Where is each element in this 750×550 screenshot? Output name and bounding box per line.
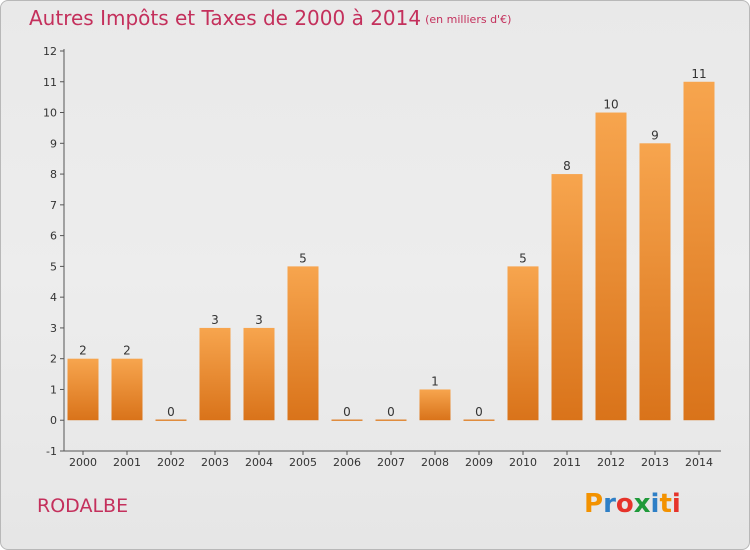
chart-subtitle: (en milliers d'€) [425, 13, 512, 26]
y-tick-label: 11 [43, 76, 57, 89]
bar [199, 327, 231, 421]
bar [463, 419, 495, 421]
bar-value-label: 0 [343, 405, 351, 419]
proxiti-logo: Proxiti [584, 489, 681, 519]
bar [111, 358, 143, 421]
y-tick-label: 4 [50, 291, 57, 304]
y-tick-label: 2 [50, 353, 57, 366]
bar-value-label: 0 [167, 405, 175, 419]
x-tick-label: 2008 [421, 456, 449, 469]
logo-letter: r [603, 489, 616, 519]
bar-value-label: 0 [475, 405, 483, 419]
y-tick-label: 8 [50, 168, 57, 181]
logo-letter: i [650, 489, 660, 519]
location-label: RODALBE [37, 495, 129, 517]
y-tick-label: 3 [50, 322, 57, 335]
logo-letter: P [584, 489, 604, 519]
bar-value-label: 8 [563, 159, 571, 173]
chart-title: Autres Impôts et Taxes de 2000 à 2014 (en… [29, 6, 511, 30]
y-tick-label: 6 [50, 230, 57, 243]
y-tick-label: 9 [50, 137, 57, 150]
x-tick-label: 2003 [201, 456, 229, 469]
x-tick-label: 2010 [509, 456, 537, 469]
logo-letter: i [671, 489, 681, 519]
bar [595, 112, 627, 421]
bar-value-label: 2 [123, 344, 131, 358]
y-tick-label: 0 [50, 414, 57, 427]
bar [155, 419, 187, 421]
x-tick-label: 2007 [377, 456, 405, 469]
x-tick-label: 2005 [289, 456, 317, 469]
y-tick-label: 5 [50, 260, 57, 273]
bar [507, 266, 539, 421]
x-tick-label: 2011 [553, 456, 581, 469]
bar-value-label: 5 [299, 251, 307, 265]
bar [287, 266, 319, 421]
y-tick-label: -1 [46, 445, 57, 458]
bar-value-label: 5 [519, 251, 527, 265]
bar-value-label: 9 [651, 128, 659, 142]
bar [331, 419, 363, 421]
chart-title-text: Autres Impôts et Taxes de 2000 à 2014 [29, 6, 422, 30]
logo-letter: t [659, 489, 672, 519]
logo-letter: x [633, 489, 651, 519]
y-tick-label: 10 [43, 107, 57, 120]
bar-value-label: 2 [79, 344, 87, 358]
bar [683, 81, 715, 421]
bar-value-label: 3 [255, 313, 263, 327]
y-tick-label: 7 [50, 199, 57, 212]
bar-value-label: 11 [691, 67, 706, 81]
y-tick-label: 12 [43, 45, 57, 58]
bar [375, 419, 407, 421]
x-tick-label: 2012 [597, 456, 625, 469]
x-tick-label: 2004 [245, 456, 273, 469]
bar [551, 174, 583, 421]
bar-value-label: 0 [387, 405, 395, 419]
x-tick-label: 2014 [685, 456, 713, 469]
bar-value-label: 1 [431, 374, 439, 388]
logo-letter: o [615, 489, 634, 519]
bar [639, 143, 671, 421]
x-tick-label: 2006 [333, 456, 361, 469]
y-tick-label: 1 [50, 383, 57, 396]
bar [243, 327, 275, 421]
x-tick-label: 2000 [69, 456, 97, 469]
bar-value-label: 3 [211, 313, 219, 327]
x-tick-label: 2001 [113, 456, 141, 469]
bar [67, 358, 99, 421]
x-tick-label: 2002 [157, 456, 185, 469]
x-tick-label: 2009 [465, 456, 493, 469]
bar-value-label: 10 [603, 98, 618, 112]
bar [419, 389, 451, 421]
x-tick-label: 2013 [641, 456, 669, 469]
